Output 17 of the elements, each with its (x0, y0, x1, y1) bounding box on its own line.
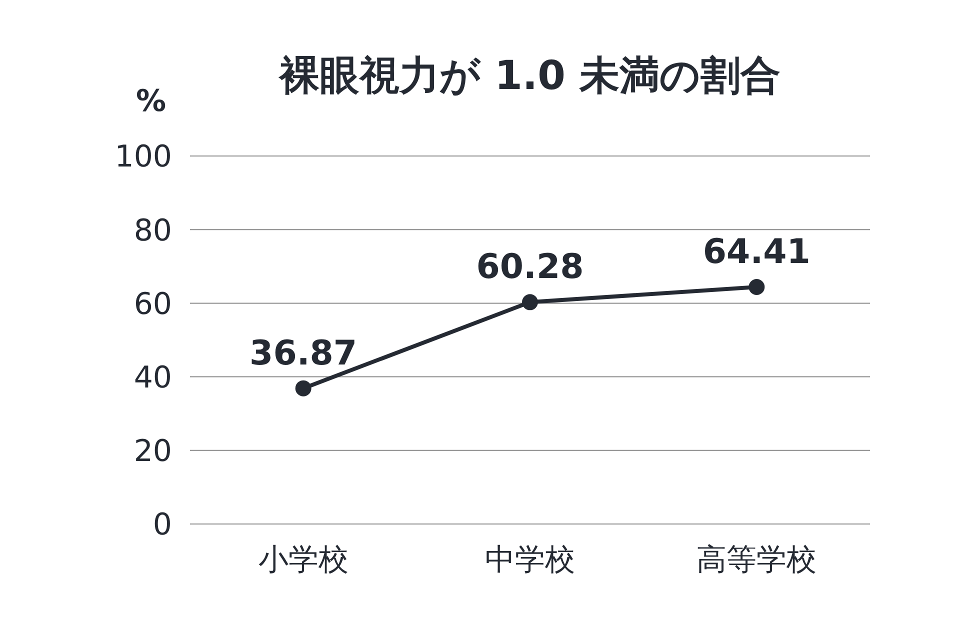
y-tick-label: 60 (134, 286, 172, 322)
x-tick-label: 小学校 (258, 542, 348, 578)
chart-title: 裸眼視力が 1.0 未満の割合 (280, 53, 780, 99)
data-label: 60.28 (476, 247, 584, 288)
y-tick-label: 80 (134, 213, 172, 248)
point (522, 294, 538, 310)
y-tick-label: 0 (152, 508, 172, 543)
x-tick-label: 高等学校 (696, 542, 817, 578)
data-label: 36.87 (250, 333, 358, 374)
point (295, 380, 312, 396)
point (748, 278, 765, 295)
y-tick-label: 20 (134, 434, 172, 470)
data-label: 64.41 (702, 232, 810, 272)
y-tick-label: 40 (134, 360, 172, 396)
y-axis-title: % (136, 84, 166, 119)
y-tick-label: 100 (114, 140, 172, 175)
x-tick-label: 中学校 (485, 542, 575, 578)
